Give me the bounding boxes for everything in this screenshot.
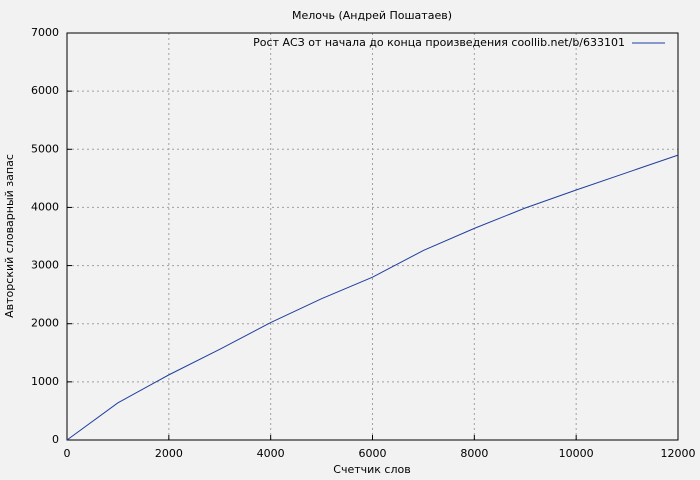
y-axis-label: Авторский словарный запас <box>3 154 16 318</box>
plot-frame <box>66 32 679 441</box>
x-tick-label: 8000 <box>460 447 488 460</box>
x-axis-label: Счетчик слов <box>333 463 410 476</box>
y-tick-label: 1000 <box>31 375 59 388</box>
legend-label: Рост АСЗ от начала до конца произведения… <box>253 36 625 49</box>
data-line <box>66 154 679 441</box>
y-tick-label: 0 <box>52 433 59 446</box>
chart-title: Мелочь (Андрей Пошатаев) <box>292 9 452 22</box>
x-tick-label: 4000 <box>257 447 285 460</box>
x-tick-label: 10000 <box>559 447 594 460</box>
y-tick-label: 2000 <box>31 317 59 330</box>
x-tick-label: 0 <box>64 447 71 460</box>
y-tick-label: 4000 <box>31 200 59 213</box>
y-tick-label: 5000 <box>31 142 59 155</box>
y-tick-label: 3000 <box>31 259 59 272</box>
x-tick-label: 12000 <box>661 447 696 460</box>
x-tick-label: 6000 <box>359 447 387 460</box>
x-tick-label: 2000 <box>155 447 183 460</box>
y-tick-label: 6000 <box>31 84 59 97</box>
y-tick-label: 7000 <box>31 26 59 39</box>
